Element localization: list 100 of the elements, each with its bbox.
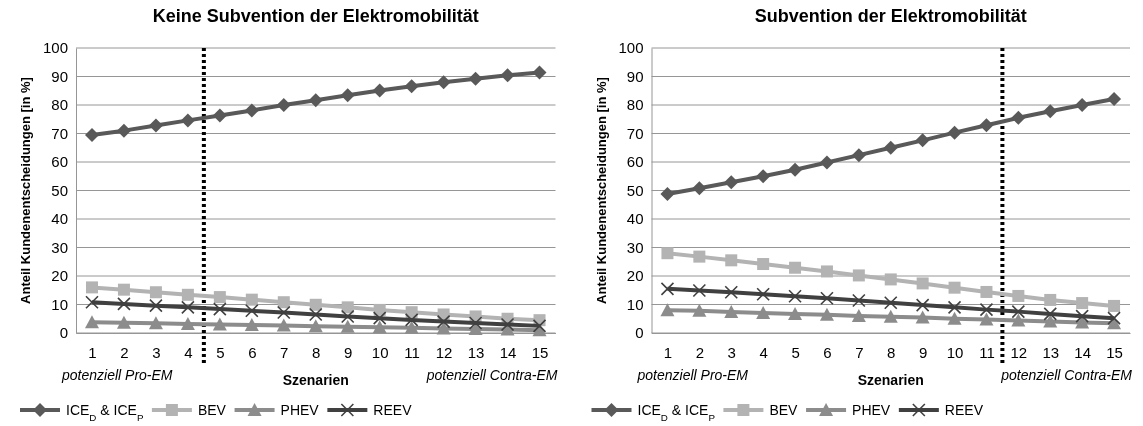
legend-label: PHEV [852,402,891,418]
point [915,310,930,324]
point [500,68,515,83]
x-tick-label: 13 [1042,343,1060,361]
x-tick-label: 2 [120,343,129,361]
point [851,148,866,163]
point [181,300,195,315]
x-tick-label: 10 [946,343,964,361]
point [148,118,163,133]
legend-label: ICE$_{D}$ & ICE$_{P}$ [637,402,716,423]
point [149,298,163,313]
point [724,175,739,190]
point [788,162,803,177]
point [693,250,706,263]
point [661,247,674,260]
point [1043,307,1058,321]
point [372,320,387,334]
point [692,181,707,196]
point [660,186,675,201]
text: potenziell Pro-EM [636,367,749,383]
point [789,261,802,274]
point [1011,110,1026,125]
point [692,303,707,317]
y-tick-label: 90 [626,67,644,85]
y-tick-label: 50 [626,181,644,199]
y-tick-label: 70 [626,124,644,142]
x-tick-label: 1 [663,343,673,361]
point [245,303,259,318]
point [309,298,322,311]
point [117,297,131,311]
point [1075,309,1089,323]
y-axis-title: Anteil Kundenentscheidungen [in %] [593,77,609,304]
y-tick-label: 80 [51,96,68,114]
point [308,93,323,108]
point [660,282,675,296]
point [756,169,771,184]
point [84,315,99,329]
text: potenziell Contra-EM [1000,367,1133,383]
legend-label: REEV [944,402,984,418]
y-tick-label: 20 [626,267,644,285]
point [820,265,833,278]
x-axis-title: Szenarien [282,372,349,388]
point [116,315,131,329]
point [180,113,195,128]
x-tick-label: 2 [695,343,705,361]
point [85,281,98,294]
point [851,308,866,322]
point [532,65,547,80]
point [1043,104,1058,119]
point [788,289,802,304]
point [883,295,898,310]
point [372,83,387,98]
point [277,296,290,309]
point [1011,313,1026,327]
point [820,291,834,306]
y-axis-title: Anteil Kundenentscheidungen [in %] [18,77,33,304]
point [947,300,962,315]
y-tick-label: 10 [51,295,68,313]
point [819,155,834,170]
point [212,317,227,331]
y-tick-label: 80 [626,96,644,114]
point [244,103,259,118]
x-tick-label: 11 [404,343,420,361]
x-tick-label: 5 [791,343,800,361]
x-tick-label: 14 [499,343,517,361]
point [1044,293,1057,306]
point [947,125,962,140]
point [1076,297,1089,310]
point [788,306,803,320]
point [1075,98,1090,112]
point [341,301,354,314]
y-tick-label: 70 [51,124,68,142]
chart-title: Keine Subvention der Elektromobilität [152,6,479,26]
x-tick-label: 10 [371,343,389,361]
x-tick-label: 7 [855,343,864,361]
point [436,321,451,335]
point [340,88,355,103]
y-tick-label: 30 [626,238,644,256]
x-axis-title: Szenarien [857,372,924,388]
point [916,277,929,290]
y-tick-label: 100 [618,39,644,57]
legend-label: ICE$_{D}$ & ICE$_{P}$ [66,402,144,423]
point [149,286,162,299]
x-tick-label: 9 [918,343,928,361]
point [308,307,323,322]
x-tick-label: 9 [344,343,353,361]
point [884,273,897,286]
x-tick-label: 14 [1074,343,1091,361]
point [1107,311,1121,325]
point [883,140,898,155]
x-tick-label: 4 [184,343,193,361]
chart-title: Subvention der Elektromobilität [754,6,1027,26]
point [660,303,675,317]
y-tick-label: 10 [626,295,644,313]
point [117,283,130,296]
point [1107,92,1122,107]
x-tick-label: 7 [280,343,289,361]
y-tick-label: 0 [59,324,68,342]
point [116,123,131,138]
x-tick-label: 13 [467,343,485,361]
